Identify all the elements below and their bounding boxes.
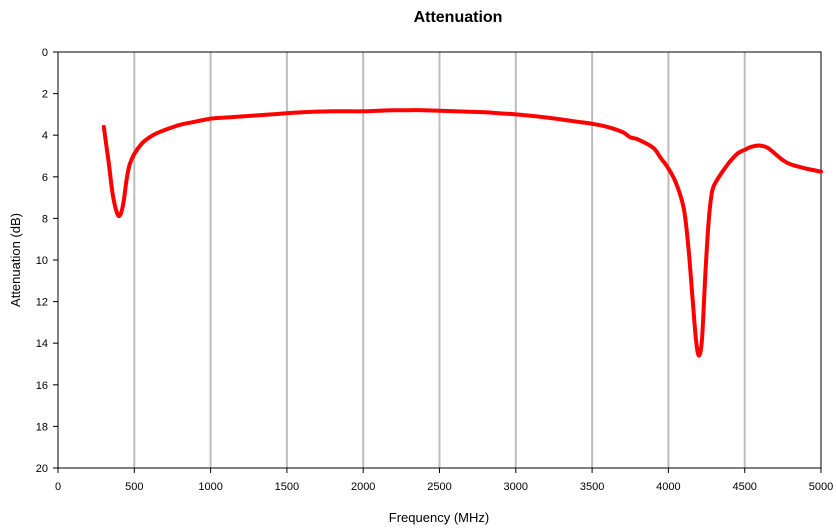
x-tick-label: 1500 [275,481,299,493]
y-tick-label: 20 [36,463,48,475]
x-ticks: 0 500 1000 1500 2000 2500 3000 3500 4000 4500 5000 [55,468,833,493]
chart-title: Attenuation [414,9,503,26]
x-tick-label: 5000 [809,481,833,493]
x-tick-label: 1000 [198,481,222,493]
y-tick-label: 18 [36,421,48,433]
y-tick-label: 10 [36,255,48,267]
y-tick-label: 4 [42,130,48,142]
x-tick-label: 3000 [504,481,528,493]
x-tick-label: 4500 [732,481,756,493]
x-tick-label: 3500 [580,481,604,493]
x-tick-label: 500 [125,481,143,493]
y-tick-label: 8 [42,213,48,225]
y-tick-label: 14 [36,338,48,350]
series-layer [101,108,823,358]
grid-lines [133,52,746,468]
x-tick-label: 4000 [656,481,680,493]
x-axis-label: Frequency (MHz) [389,510,489,525]
y-tick-label: 6 [42,172,48,184]
y-axis-label: Attenuation (dB) [8,213,23,307]
y-ticks: 0 2 4 6 8 10 12 14 16 18 20 [36,47,58,475]
x-tick-label: 0 [55,481,61,493]
y-tick-label: 0 [42,47,48,59]
x-tick-label: 2000 [351,481,375,493]
y-tick-label: 12 [36,297,48,309]
y-tick-label: 16 [36,380,48,392]
x-tick-label: 2500 [427,481,451,493]
attenuation-series-line [101,108,823,358]
y-tick-label: 2 [42,89,48,101]
